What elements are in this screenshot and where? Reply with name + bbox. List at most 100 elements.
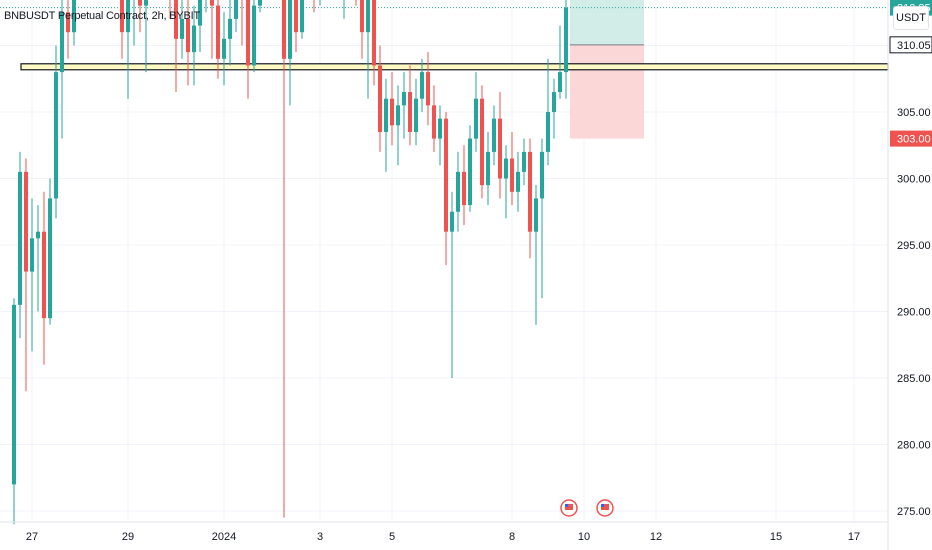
candle-body <box>396 105 400 126</box>
candle-body <box>138 0 142 6</box>
candle-body <box>18 171 22 305</box>
flag-icon-canton <box>601 504 604 507</box>
candle-body <box>468 138 472 206</box>
flag-icon-canton <box>565 504 568 507</box>
stop-price-tag <box>890 130 932 147</box>
candle-body <box>216 5 220 59</box>
candle-body <box>48 198 52 319</box>
candle-body <box>192 25 196 53</box>
entry-price-tag <box>889 36 932 54</box>
candle-body <box>222 38 226 59</box>
candle-body <box>528 151 532 232</box>
candle-body <box>294 0 298 33</box>
candle-body <box>414 98 418 132</box>
candle-body <box>384 98 388 132</box>
candle-body <box>36 231 40 239</box>
price-tick-label: 275.00 <box>897 506 931 518</box>
time-axis[interactable]: 27 29 2024 3 5 8 10 12 15 17 <box>0 521 888 543</box>
candles <box>12 0 568 525</box>
entry-price-tag-label: 310.05 <box>897 40 931 52</box>
candle-body <box>12 304 16 485</box>
candle-body <box>228 18 232 39</box>
candle-body <box>198 0 202 26</box>
candle-body <box>378 65 382 132</box>
candle-body <box>300 0 304 33</box>
candle-body <box>120 0 124 33</box>
time-tick-label: 10 <box>578 531 590 543</box>
candle-body <box>30 238 34 272</box>
candle-body <box>438 118 442 139</box>
price-tick-label: 305.00 <box>897 107 931 119</box>
candle-body <box>144 0 148 6</box>
candle-body <box>234 0 238 19</box>
candle-body <box>420 72 424 99</box>
candle-body <box>546 112 550 152</box>
time-tick-label: 8 <box>509 531 515 543</box>
time-tick-label: 3 <box>317 531 323 543</box>
currency-button[interactable]: USDT <box>893 6 929 30</box>
candle-body <box>522 151 526 172</box>
candle-body <box>186 18 190 53</box>
price-axis[interactable]: 275.00 280.00 285.00 290.00 295.00 300.00 305.… <box>887 0 931 550</box>
candle-body <box>126 0 130 33</box>
time-tick-label: 15 <box>770 531 782 543</box>
candle-body <box>486 151 490 186</box>
candle-body <box>510 158 514 192</box>
support-zone-rect[interactable] <box>20 63 889 71</box>
target-zone[interactable] <box>570 0 644 45</box>
candle-body <box>480 98 484 186</box>
candle-body <box>246 0 250 66</box>
flag-icon-stripe <box>601 504 609 510</box>
candle-body <box>492 118 496 152</box>
currency-label: USDT <box>896 12 926 24</box>
time-tick-label: 17 <box>848 531 860 543</box>
candle-body <box>450 211 454 232</box>
time-tick-label: 27 <box>26 531 38 543</box>
time-tick-label: 2024 <box>212 531 236 543</box>
candle-body <box>210 0 214 6</box>
candle-body <box>432 105 436 139</box>
time-tick-label: 5 <box>389 531 395 543</box>
candle-body <box>180 18 184 39</box>
candle-body <box>516 171 520 192</box>
candle-body <box>564 7 568 73</box>
candle-body <box>504 158 508 179</box>
candle-body <box>174 0 178 39</box>
candle-body <box>474 98 478 139</box>
price-tick-label: 280.00 <box>897 440 931 452</box>
candle-body <box>372 0 376 66</box>
candle-body <box>390 98 394 126</box>
candle-body <box>360 0 364 33</box>
candle-body <box>534 198 538 232</box>
time-tick-label: 29 <box>122 531 134 543</box>
candle-body <box>402 92 406 106</box>
event-markers[interactable] <box>560 499 614 517</box>
time-tick-label: 12 <box>650 531 662 543</box>
candle-body <box>498 118 502 179</box>
candle-body <box>408 92 412 132</box>
candle-body <box>258 0 262 6</box>
candle-body <box>72 0 76 33</box>
candle-body <box>456 171 460 212</box>
candle-body <box>540 151 544 199</box>
candle-body <box>288 0 292 59</box>
candle-body <box>252 5 256 66</box>
candle-body <box>54 72 58 199</box>
candle-body <box>282 0 286 59</box>
candle-body <box>426 72 430 106</box>
candle-body <box>66 12 70 33</box>
chart-title: BNBUSDT Perpetual Contract, 2h, BYBIT <box>4 10 200 22</box>
candle-body <box>462 171 466 206</box>
stop-price-tag-label: 303.00 <box>897 134 931 146</box>
grid-lines <box>0 0 888 522</box>
price-tick-label: 290.00 <box>897 307 931 319</box>
price-tick-label: 300.00 <box>897 174 931 186</box>
candle-body <box>60 12 64 73</box>
candle-body <box>24 171 28 272</box>
stop-zone[interactable] <box>570 44 644 139</box>
candle-body <box>42 231 46 319</box>
price-tick-label: 285.00 <box>897 373 931 385</box>
flag-icon-stripe <box>565 504 573 510</box>
price-tick-label: 295.00 <box>897 240 931 252</box>
